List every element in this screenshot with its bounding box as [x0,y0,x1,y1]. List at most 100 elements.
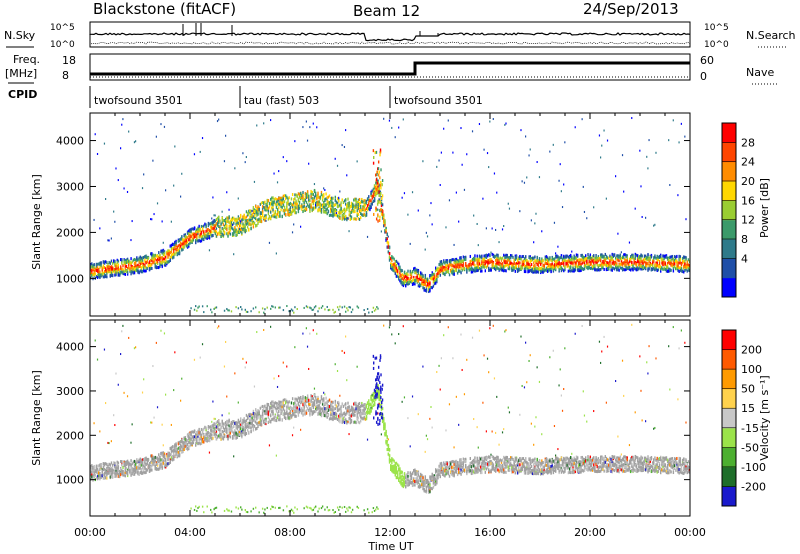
power-point [496,253,498,257]
power-point [391,267,393,271]
power-point [552,143,554,146]
power-point [495,258,497,262]
power-point [534,264,536,268]
power-point [219,232,221,236]
power-point [309,206,311,210]
power-point [589,255,592,259]
power-point [384,228,386,232]
power-point [216,232,219,236]
power-point [123,260,125,264]
power-point [608,261,610,265]
power-point [566,261,568,265]
power-point [370,193,372,197]
power-point [663,262,665,266]
power-point [253,180,256,183]
velocity-point [193,508,196,511]
power-point [435,266,437,270]
power-point [383,224,385,228]
power-point [461,268,463,272]
power-point [398,266,400,270]
velocity-point [176,448,178,452]
power-point [176,247,178,251]
power-point [546,262,549,266]
power-point [530,259,533,263]
power-point [647,167,649,170]
power-point [399,265,401,269]
power-point [540,262,542,266]
velocity-point [198,505,200,508]
power-point [336,306,339,309]
power-point [575,264,578,268]
power-point [283,200,286,204]
velocity-point [192,441,195,445]
power-point [368,207,370,211]
power-point [533,270,535,274]
power-point [133,271,136,275]
power-point [458,266,460,270]
power-point [385,226,387,230]
velocity-point [171,449,174,453]
power-point [145,255,147,259]
power-point [645,261,647,265]
velocity-point [207,435,209,438]
power-point [473,262,475,266]
power-point [685,267,687,271]
velocity-point [116,469,118,473]
power-point [438,267,440,271]
velocity-point [109,475,112,479]
power-point [334,157,336,160]
power-point [504,256,506,260]
velocity-point [140,463,143,467]
power-point [123,272,125,276]
velocity-point [116,462,118,466]
power-point [131,267,133,271]
power-point [213,230,215,234]
power-point [282,156,284,159]
velocity-point [197,506,199,509]
power-point [548,260,550,264]
power-point [639,258,641,262]
power-point [506,258,508,262]
power-point [563,183,565,186]
power-point [123,187,125,190]
power-point [563,254,565,258]
power-point [230,221,233,225]
velocity-point [182,450,184,454]
power-point [557,262,559,266]
power-point [222,227,225,231]
velocity-point [99,471,101,475]
velocity-point [159,466,161,470]
power-point [594,256,596,260]
power-point [440,259,443,263]
power-point [295,199,297,203]
power-point [492,264,495,268]
power-point [327,195,330,199]
power-point [385,230,387,234]
power-point [499,256,502,260]
power-point [343,199,346,203]
power-point [170,220,172,223]
power-point [243,226,245,230]
power-point [552,269,555,273]
power-point [132,258,135,262]
velocity-point [95,465,98,469]
power-point [661,261,663,265]
velocity-point [208,451,211,454]
power-point [623,190,625,193]
power-point [455,260,458,264]
power-point [646,262,648,266]
power-point [244,308,247,311]
power-point [193,235,196,239]
power-point [514,262,517,266]
power-point [510,261,512,265]
power-point [216,220,219,224]
power-point [121,270,123,274]
power-point [541,266,543,270]
velocity-point [137,467,139,471]
power-point [624,258,626,262]
power-point [196,229,198,233]
power-point [366,208,369,212]
power-point [376,170,378,174]
power-point [370,205,372,209]
power-point [448,263,451,267]
